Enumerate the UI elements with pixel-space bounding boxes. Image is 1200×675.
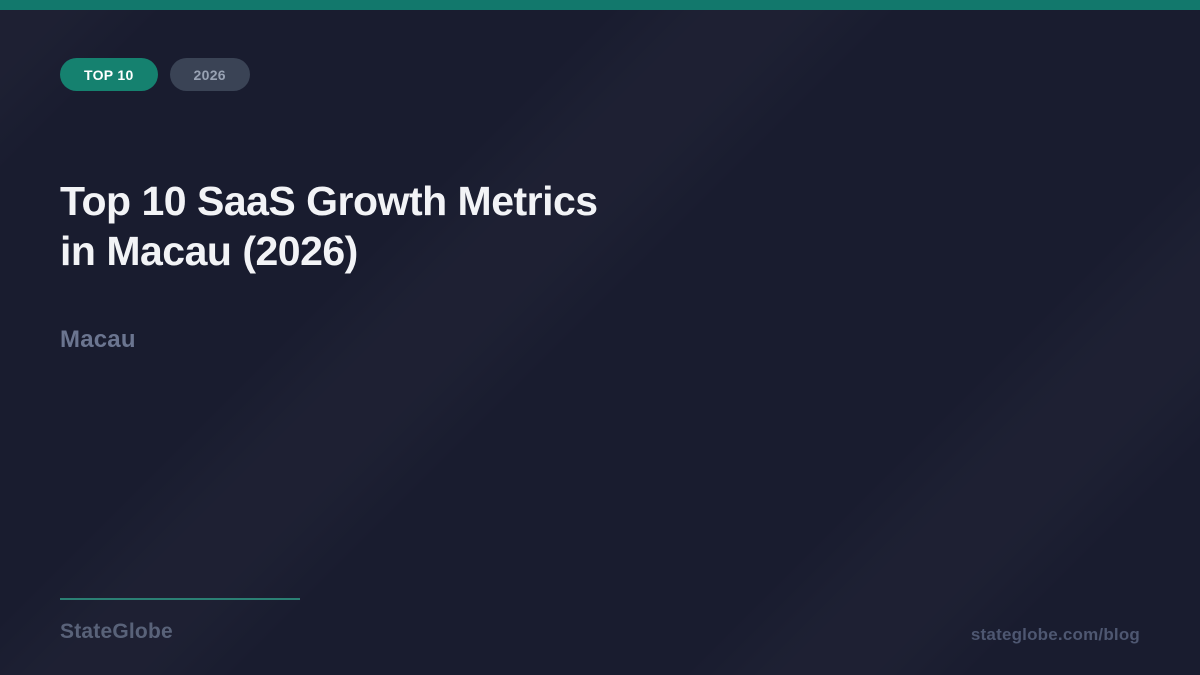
page-title-line-2: in Macau (2026) bbox=[60, 228, 358, 274]
badge-top-10: TOP 10 bbox=[60, 58, 158, 91]
badge-year: 2026 bbox=[169, 58, 250, 91]
footer-url: stateglobe.com/blog bbox=[970, 625, 1140, 644]
brand-name: StateGlobe bbox=[60, 620, 173, 643]
page-title-line-1: Top 10 SaaS Growth Metrics bbox=[60, 178, 598, 224]
badge-row: TOP 10 2026 bbox=[60, 58, 250, 91]
footer-divider bbox=[60, 598, 300, 600]
subtitle-region: Macau bbox=[60, 326, 136, 353]
top-accent-bar bbox=[0, 0, 1200, 10]
page-title: Top 10 SaaS Growth Metrics in Macau (202… bbox=[60, 176, 760, 276]
